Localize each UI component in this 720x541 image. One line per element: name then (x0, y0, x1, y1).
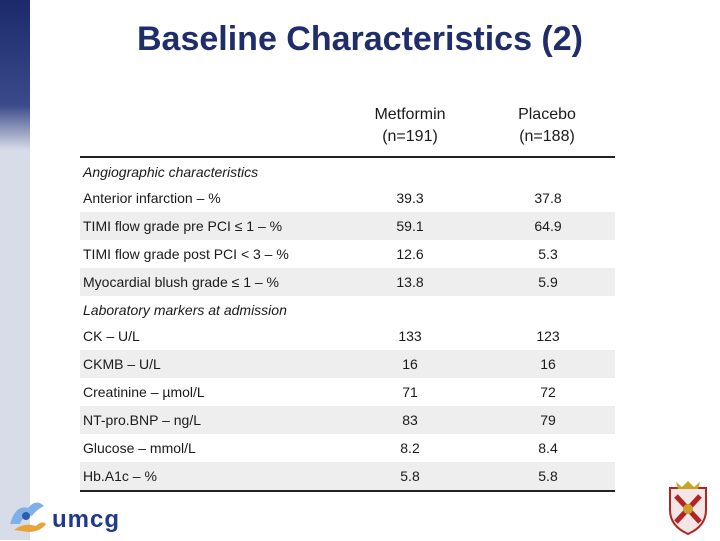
metformin-value: 133 (398, 328, 422, 344)
placebo-value: 8.4 (538, 440, 558, 456)
metformin-value: 8.2 (400, 440, 420, 456)
column-header-placebo-name: Placebo (518, 106, 576, 123)
side-bar-accent (0, 0, 30, 150)
umcg-logo-text: umcg (52, 506, 121, 533)
row-label: NT-pro.BNP – ng/L (83, 412, 202, 428)
baseline-table: Metformin (n=191) Placebo (n=188) Angiog… (80, 100, 615, 492)
metformin-value: 5.8 (400, 468, 420, 484)
table-row: CKMB – U/L 16 16 (80, 350, 615, 378)
table-row: TIMI flow grade pre PCI ≤ 1 – % 59.1 64.… (80, 212, 615, 240)
metformin-value: 16 (402, 356, 418, 372)
metformin-value: 71 (402, 384, 418, 400)
column-header-metformin-name: Metformin (374, 106, 446, 123)
table-row: Hb.A1c – % 5.8 5.8 (80, 462, 615, 492)
section-heading-label: Angiographic characteristics (83, 164, 259, 180)
row-label: Myocardial blush grade ≤ 1 – % (83, 274, 280, 290)
table-row: NT-pro.BNP – ng/L 83 79 (80, 406, 615, 434)
placebo-value: 72 (540, 384, 556, 400)
placebo-value: 37.8 (534, 190, 562, 206)
placebo-value: 5.8 (538, 468, 558, 484)
row-label: Hb.A1c – % (83, 468, 157, 484)
placebo-value: 5.9 (538, 274, 558, 290)
row-label: TIMI flow grade pre PCI ≤ 1 – % (83, 218, 283, 234)
table-row: Creatinine – µmol/L 71 72 (80, 378, 615, 406)
metformin-value: 39.3 (396, 190, 424, 206)
table-row: Glucose – mmol/L 8.2 8.4 (80, 434, 615, 462)
row-label: Creatinine – µmol/L (83, 384, 205, 400)
table-row: Myocardial blush grade ≤ 1 – % 13.8 5.9 (80, 268, 615, 296)
row-label: CK – U/L (83, 328, 140, 344)
column-header-metformin-n: (n=191) (382, 128, 438, 145)
section-heading-label: Laboratory markers at admission (83, 302, 287, 318)
table-row: CK – U/L 133 123 (80, 322, 615, 350)
metformin-value: 12.6 (396, 246, 424, 262)
column-header-placebo-n: (n=188) (519, 128, 575, 145)
table-row: Anterior infarction – % 39.3 37.8 (80, 184, 615, 212)
section-heading-angiographic: Angiographic characteristics (80, 158, 615, 184)
placebo-value: 123 (536, 328, 560, 344)
metformin-value: 59.1 (396, 218, 424, 234)
row-label: CKMB – U/L (83, 356, 161, 372)
row-label: Glucose – mmol/L (83, 440, 196, 456)
table-header: Metformin (n=191) Placebo (n=188) (80, 100, 615, 158)
row-label: TIMI flow grade post PCI < 3 – % (83, 246, 289, 262)
table-row: TIMI flow grade post PCI < 3 – % 12.6 5.… (80, 240, 615, 268)
placebo-value: 16 (540, 356, 556, 372)
placebo-value: 64.9 (534, 218, 562, 234)
section-heading-laboratory: Laboratory markers at admission (80, 296, 615, 322)
column-header-metformin: Metformin (n=191) (345, 104, 475, 148)
slide-title: Baseline Characteristics (2) (137, 20, 583, 58)
umcg-logo-icon (6, 494, 50, 541)
column-header-placebo: Placebo (n=188) (482, 104, 612, 148)
metformin-value: 13.8 (396, 274, 424, 290)
row-label: Anterior infarction – % (83, 190, 221, 206)
university-crest-icon (662, 478, 714, 541)
metformin-value: 83 (402, 412, 418, 428)
placebo-value: 5.3 (538, 246, 558, 262)
placebo-value: 79 (540, 412, 556, 428)
